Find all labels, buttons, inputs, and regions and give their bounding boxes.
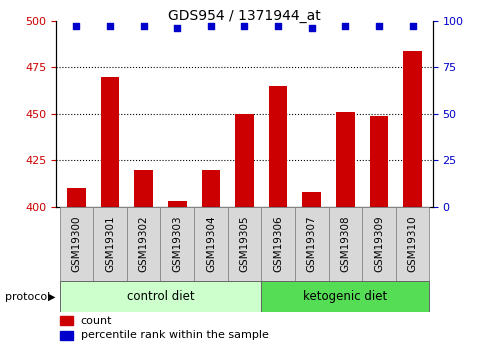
Bar bbox=[335, 112, 354, 207]
Text: GSM19307: GSM19307 bbox=[306, 216, 316, 273]
Text: GSM19308: GSM19308 bbox=[340, 216, 349, 273]
Bar bbox=[194, 207, 227, 281]
Text: percentile rank within the sample: percentile rank within the sample bbox=[81, 330, 268, 340]
Point bbox=[240, 23, 248, 29]
Text: GSM19309: GSM19309 bbox=[373, 216, 383, 273]
Text: GSM19310: GSM19310 bbox=[407, 216, 417, 273]
Text: protocol: protocol bbox=[5, 292, 50, 302]
Bar bbox=[201, 170, 220, 207]
Bar bbox=[395, 207, 428, 281]
Text: GSM19305: GSM19305 bbox=[239, 216, 249, 273]
Bar bbox=[261, 207, 294, 281]
Bar bbox=[294, 207, 328, 281]
Text: GDS954 / 1371944_at: GDS954 / 1371944_at bbox=[168, 9, 320, 23]
Point bbox=[341, 23, 348, 29]
Text: ketogenic diet: ketogenic diet bbox=[303, 290, 386, 303]
Bar bbox=[168, 201, 186, 207]
Point bbox=[140, 23, 147, 29]
Point bbox=[206, 23, 214, 29]
Bar bbox=[60, 316, 73, 325]
Point bbox=[72, 23, 80, 29]
Bar bbox=[261, 281, 428, 312]
Bar bbox=[60, 207, 93, 281]
Text: GSM19300: GSM19300 bbox=[71, 216, 81, 272]
Point bbox=[307, 26, 315, 31]
Point bbox=[408, 23, 416, 29]
Bar bbox=[235, 114, 253, 207]
Bar bbox=[328, 207, 362, 281]
Bar bbox=[93, 207, 126, 281]
Bar bbox=[101, 77, 119, 207]
Text: count: count bbox=[81, 316, 112, 326]
Bar bbox=[268, 86, 287, 207]
Bar bbox=[403, 50, 421, 207]
Bar bbox=[60, 331, 73, 340]
Text: GSM19303: GSM19303 bbox=[172, 216, 182, 273]
Text: GSM19306: GSM19306 bbox=[273, 216, 283, 273]
Text: GSM19304: GSM19304 bbox=[205, 216, 215, 273]
Text: GSM19301: GSM19301 bbox=[105, 216, 115, 273]
Text: GSM19302: GSM19302 bbox=[139, 216, 148, 273]
Bar bbox=[60, 281, 261, 312]
Text: control diet: control diet bbox=[126, 290, 194, 303]
Bar bbox=[227, 207, 261, 281]
Text: ▶: ▶ bbox=[47, 292, 55, 302]
Bar bbox=[126, 207, 160, 281]
Bar bbox=[362, 207, 395, 281]
Point bbox=[106, 23, 114, 29]
Bar bbox=[134, 170, 153, 207]
Bar bbox=[67, 188, 85, 207]
Point bbox=[274, 23, 282, 29]
Point bbox=[374, 23, 382, 29]
Point bbox=[173, 26, 181, 31]
Bar bbox=[369, 116, 387, 207]
Bar bbox=[160, 207, 194, 281]
Bar bbox=[302, 192, 320, 207]
